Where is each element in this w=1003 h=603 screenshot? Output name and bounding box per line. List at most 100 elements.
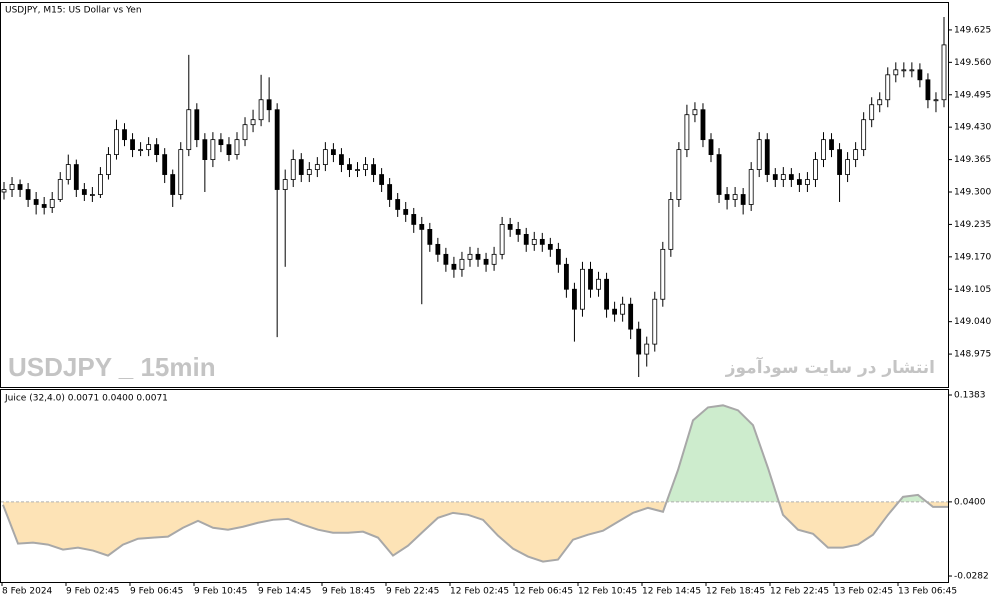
candle-body	[475, 253, 481, 260]
x-tick-label: 12 Feb 10:45	[578, 587, 637, 597]
indicator-title: Juice (32,4.0) 0.0071 0.0400 0.0071	[4, 394, 168, 404]
candle-body	[347, 164, 352, 170]
candle-body	[796, 179, 802, 185]
candle-body	[250, 119, 256, 126]
candle-body	[531, 238, 537, 245]
candle-body	[467, 253, 473, 260]
candle-body	[925, 79, 931, 101]
candle-body	[853, 149, 859, 160]
candle-body	[170, 174, 176, 195]
candle-body	[716, 154, 722, 195]
candle-body	[580, 268, 585, 310]
candle-body	[837, 149, 842, 175]
candle-body	[41, 204, 47, 208]
candle-body	[411, 214, 417, 225]
candle-body	[941, 44, 947, 101]
x-tick-label: 13 Feb 02:45	[834, 587, 893, 597]
candle-body	[89, 194, 95, 196]
candle-body	[596, 278, 601, 290]
candle-body	[73, 164, 79, 190]
candle-body	[178, 149, 184, 195]
x-tick-label: 12 Feb 22:45	[770, 587, 829, 597]
candle-body	[306, 169, 312, 175]
candle-body	[780, 174, 786, 180]
y-tick-label: 149.365	[954, 155, 991, 165]
candle-body	[499, 224, 505, 255]
candle-body	[322, 149, 328, 165]
candle-body	[813, 159, 818, 180]
candle-body	[459, 258, 465, 270]
watermark: USDJPY _ 15min	[8, 352, 216, 382]
candle-body	[146, 144, 152, 151]
y-tick-label: 149.625	[954, 25, 991, 35]
candle-body	[65, 164, 71, 180]
x-tick-label: 9 Feb 14:45	[258, 587, 311, 597]
candle-body	[788, 174, 794, 180]
candle-body	[81, 189, 87, 195]
candle-body	[49, 199, 55, 208]
candle-body	[17, 184, 23, 190]
candle-body	[1, 189, 7, 193]
x-tick-label: 8 Feb 2024	[2, 587, 53, 597]
area-above	[3, 405, 948, 502]
candle-body	[491, 253, 497, 265]
candle-body	[339, 154, 344, 165]
candle-body	[371, 164, 376, 175]
candle-body	[226, 144, 232, 156]
candle-body	[877, 99, 883, 106]
y-tick-label: 149.040	[954, 317, 991, 327]
candle-body	[298, 159, 304, 175]
candle-body	[451, 263, 457, 270]
y-tick-label: 149.495	[954, 90, 991, 100]
candle-body	[9, 184, 15, 190]
candle-body	[33, 199, 39, 205]
candle-body	[772, 174, 778, 180]
x-tick-label: 13 Feb 06:45	[898, 587, 957, 597]
candle-body	[764, 139, 770, 175]
candle-body	[700, 109, 706, 141]
x-tick-label: 9 Feb 06:45	[130, 587, 183, 597]
candle-body	[652, 298, 658, 345]
candle-body	[114, 129, 119, 156]
candle-body	[387, 184, 393, 200]
candle-body	[732, 194, 738, 200]
candle-body	[684, 114, 690, 151]
chart-title: USDJPY, M15: US Dollar vs Yen	[5, 6, 142, 16]
y-tick-label: 149.170	[954, 252, 991, 262]
x-tick-label: 12 Feb 06:45	[514, 587, 573, 597]
candle-body	[660, 248, 666, 300]
candle-body	[612, 308, 618, 315]
candle-body	[893, 69, 899, 76]
x-tick-label: 9 Feb 02:45	[66, 587, 119, 597]
candle-body	[314, 164, 320, 170]
x-tick-label: 9 Feb 22:45	[386, 587, 439, 597]
candle-body	[708, 139, 714, 156]
candle-body	[210, 139, 216, 160]
candle-body	[644, 343, 650, 355]
candle-body	[395, 199, 401, 210]
y-tick-label: -0.0282	[954, 572, 989, 582]
candle-body	[572, 288, 577, 310]
candle-body	[274, 109, 280, 190]
y-tick-label: 149.235	[954, 220, 991, 230]
candle-body	[355, 169, 360, 171]
x-tick-label: 12 Feb 14:45	[642, 587, 701, 597]
candle-body	[563, 263, 569, 290]
candle-body	[122, 129, 127, 141]
candle-body	[202, 139, 208, 160]
candle-body	[869, 104, 875, 121]
area-below	[3, 501, 948, 562]
y-tick-label: 149.300	[954, 188, 991, 198]
candle-body	[242, 124, 248, 141]
candle-body	[427, 229, 433, 245]
candle-body	[154, 144, 160, 156]
candle-body	[805, 179, 810, 185]
candle-body	[917, 69, 923, 81]
candle-body	[186, 109, 192, 151]
candle-body	[756, 139, 762, 170]
candle-body	[379, 174, 385, 185]
price-pane	[0, 2, 949, 388]
candle-body	[403, 209, 409, 215]
candle-body	[620, 303, 626, 315]
